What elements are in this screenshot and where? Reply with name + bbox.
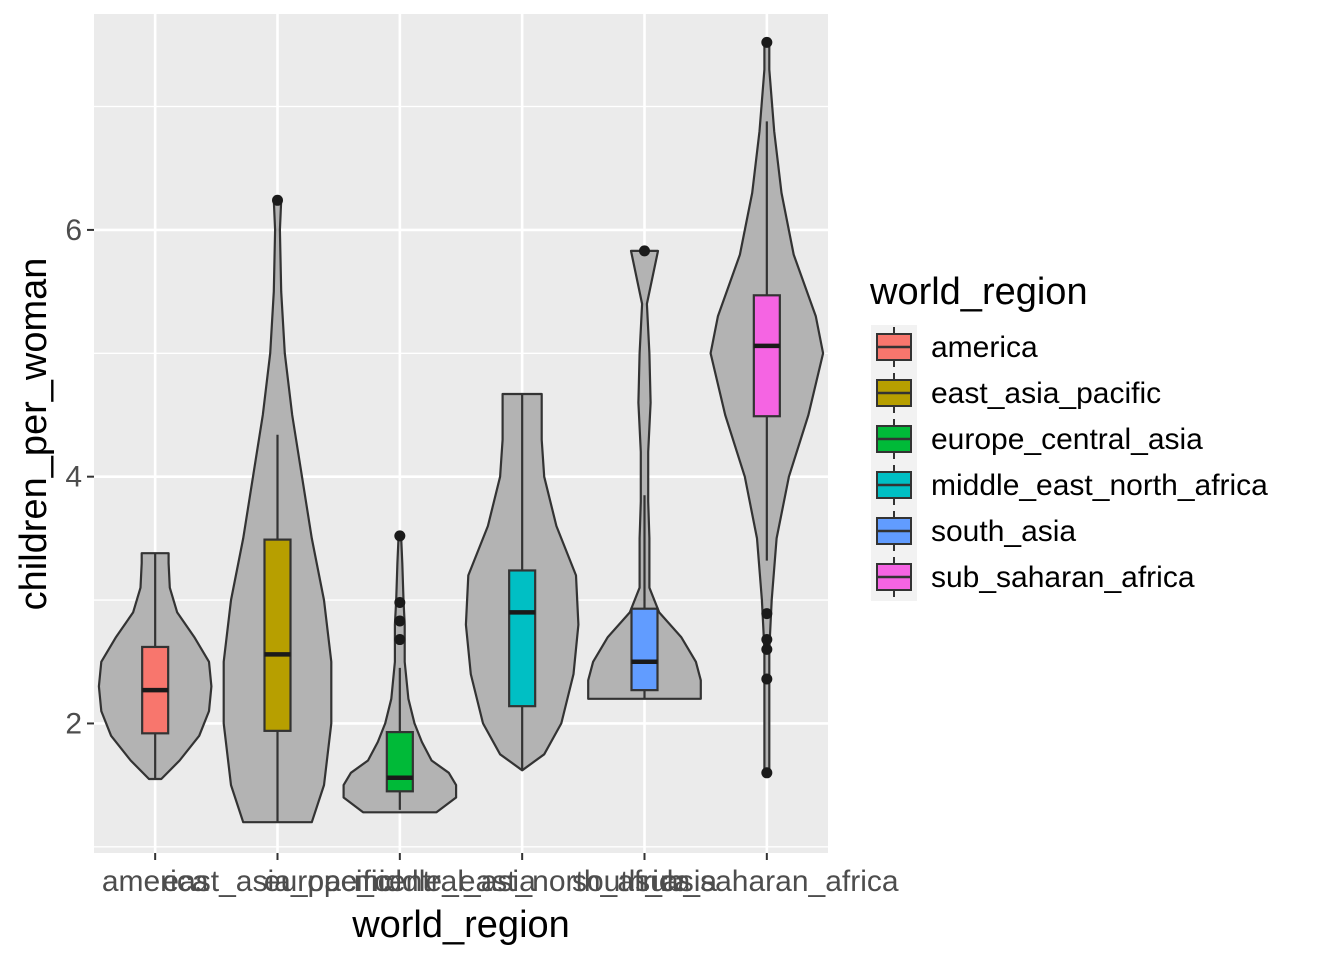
legend-label-sub_saharan_africa: sub_saharan_africa — [931, 561, 1195, 594]
box-sub_saharan_africa — [752, 294, 781, 418]
x-tick-label: america — [102, 865, 209, 898]
x-tick-label: south_asia — [572, 865, 717, 898]
outlier-point — [394, 530, 406, 542]
outlier-point — [761, 643, 773, 655]
box-south_asia — [630, 607, 659, 692]
y-tick-label: 4 — [65, 461, 82, 494]
outlier-point — [272, 194, 283, 206]
x-tick-label: sub_saharan_africa — [635, 865, 899, 898]
y-tick-label: 6 — [65, 214, 82, 247]
y-axis-title: children_per_woman — [13, 258, 55, 611]
legend-label-america: america — [931, 331, 1038, 364]
legend-label-south_asia: south_asia — [931, 515, 1076, 548]
box-east_asia_pacific — [263, 538, 292, 732]
plot-panel — [94, 14, 828, 853]
legend-title: world_region — [869, 271, 1088, 313]
box-middle_east_north_africa — [508, 569, 537, 708]
x-tick-label: middle_east_north_africa — [354, 865, 691, 898]
outlier-point — [761, 36, 773, 48]
violin-south_asia — [587, 249, 702, 700]
outlier-point — [394, 634, 406, 646]
x-axis-title: world_region — [351, 904, 570, 946]
legend-label-middle_east_north_africa: middle_east_north_africa — [931, 469, 1268, 502]
legend-key-background — [871, 325, 917, 601]
outlier-point — [639, 245, 650, 257]
axes: 2 4 6 americaeast_asia_pacificeurope_centra… — [65, 214, 899, 898]
legend-label-europe_central_asia: europe_central_asia — [931, 423, 1203, 456]
x-tick-label: europe_central_asia — [264, 865, 536, 898]
outlier-point — [761, 634, 773, 646]
outlier-point — [394, 615, 406, 627]
outlier-point — [394, 597, 406, 609]
legend-items: america east_asia_pacific europe_central_a… — [876, 327, 1268, 597]
boxplots — [141, 36, 781, 823]
outlier-point — [761, 608, 773, 620]
y-tick-label: 2 — [65, 707, 82, 740]
outlier-point — [761, 673, 773, 685]
outlier-point — [761, 767, 773, 779]
legend-label-east_asia_pacific: east_asia_pacific — [931, 377, 1161, 410]
x-tick-label: east_asia_pacific — [162, 865, 392, 898]
box-europe_central_asia — [385, 730, 414, 793]
legend: world_region america east_asia_pacificeur… — [869, 271, 1268, 601]
